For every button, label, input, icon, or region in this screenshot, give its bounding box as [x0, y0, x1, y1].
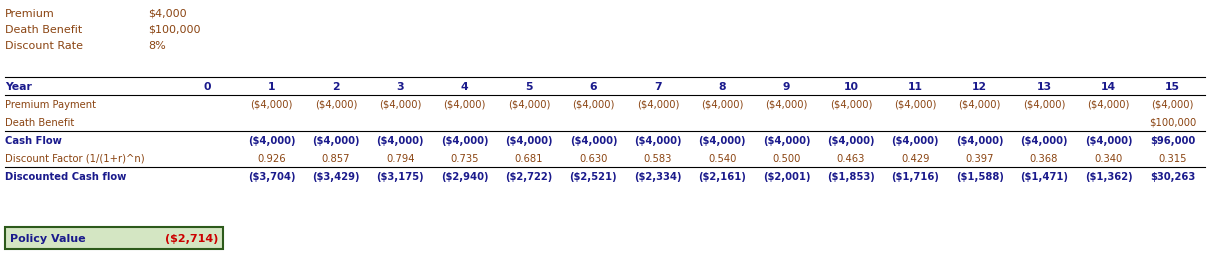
- Text: 0.368: 0.368: [1030, 153, 1058, 163]
- Text: ($4,000): ($4,000): [1020, 135, 1067, 146]
- Text: 0.794: 0.794: [386, 153, 415, 163]
- Text: ($3,429): ($3,429): [312, 171, 360, 181]
- Text: 1: 1: [268, 82, 275, 92]
- Text: $96,000: $96,000: [1150, 135, 1196, 146]
- Text: 0.857: 0.857: [321, 153, 351, 163]
- Text: Premium: Premium: [5, 9, 55, 19]
- Text: ($4,000): ($4,000): [250, 100, 292, 109]
- Text: Premium Payment: Premium Payment: [5, 100, 96, 109]
- Text: 2: 2: [332, 82, 340, 92]
- Text: ($4,000): ($4,000): [1084, 135, 1132, 146]
- Text: 6: 6: [590, 82, 597, 92]
- Text: ($2,334): ($2,334): [634, 171, 682, 181]
- Text: ($1,853): ($1,853): [827, 171, 875, 181]
- Text: ($4,000): ($4,000): [570, 135, 617, 146]
- Text: ($4,000): ($4,000): [1087, 100, 1129, 109]
- Text: ($4,000): ($4,000): [314, 100, 357, 109]
- Text: ($4,000): ($4,000): [442, 135, 489, 146]
- Text: ($4,000): ($4,000): [827, 135, 875, 146]
- Text: ($4,000): ($4,000): [1023, 100, 1065, 109]
- Text: 3: 3: [397, 82, 404, 92]
- Text: 14: 14: [1101, 82, 1116, 92]
- Text: 0.500: 0.500: [773, 153, 801, 163]
- Text: 12: 12: [972, 82, 987, 92]
- Text: 7: 7: [654, 82, 661, 92]
- Text: 0.926: 0.926: [257, 153, 286, 163]
- Text: ($4,000): ($4,000): [247, 135, 295, 146]
- Text: ($4,000): ($4,000): [956, 135, 1003, 146]
- Text: 13: 13: [1036, 82, 1052, 92]
- Text: 0.681: 0.681: [514, 153, 543, 163]
- Text: ($4,000): ($4,000): [634, 135, 682, 146]
- Text: ($4,000): ($4,000): [892, 135, 939, 146]
- Text: ($4,000): ($4,000): [830, 100, 872, 109]
- Text: 0.630: 0.630: [580, 153, 608, 163]
- Text: $4,000: $4,000: [148, 9, 187, 19]
- Text: Discount Rate: Discount Rate: [5, 41, 82, 51]
- Text: 0.315: 0.315: [1158, 153, 1188, 163]
- Text: ($2,722): ($2,722): [506, 171, 553, 181]
- Text: ($4,000): ($4,000): [958, 100, 1001, 109]
- Text: ($4,000): ($4,000): [312, 135, 360, 146]
- Text: $100,000: $100,000: [1149, 118, 1196, 128]
- Text: 0.397: 0.397: [966, 153, 993, 163]
- Text: Death Benefit: Death Benefit: [5, 25, 82, 35]
- Text: ($2,940): ($2,940): [442, 171, 489, 181]
- Text: 15: 15: [1166, 82, 1180, 92]
- Text: ($4,000): ($4,000): [508, 100, 551, 109]
- Text: 5: 5: [525, 82, 533, 92]
- Text: ($4,000): ($4,000): [506, 135, 553, 146]
- Text: ($4,000): ($4,000): [1151, 100, 1194, 109]
- Text: 9: 9: [782, 82, 791, 92]
- FancyBboxPatch shape: [5, 227, 223, 249]
- Text: 8: 8: [718, 82, 725, 92]
- Text: ($4,000): ($4,000): [573, 100, 615, 109]
- Text: ($2,161): ($2,161): [699, 171, 746, 181]
- Text: 10: 10: [843, 82, 859, 92]
- Text: ($1,716): ($1,716): [892, 171, 939, 181]
- Text: 0.340: 0.340: [1094, 153, 1122, 163]
- Text: 0.429: 0.429: [901, 153, 929, 163]
- Text: Policy Value: Policy Value: [10, 233, 86, 243]
- Text: 0: 0: [204, 82, 211, 92]
- Text: ($4,000): ($4,000): [637, 100, 679, 109]
- Text: ($2,521): ($2,521): [570, 171, 617, 181]
- Text: Discounted Cash flow: Discounted Cash flow: [5, 171, 126, 181]
- Text: 0.540: 0.540: [708, 153, 736, 163]
- Text: ($2,001): ($2,001): [763, 171, 810, 181]
- Text: ($1,471): ($1,471): [1020, 171, 1069, 181]
- Text: 0.583: 0.583: [644, 153, 672, 163]
- Text: ($4,000): ($4,000): [699, 135, 746, 146]
- Text: 0.463: 0.463: [837, 153, 865, 163]
- Text: 11: 11: [907, 82, 923, 92]
- Text: ($1,362): ($1,362): [1084, 171, 1132, 181]
- Text: Discount Factor (1/(1+r)^n): Discount Factor (1/(1+r)^n): [5, 153, 144, 163]
- Text: ($4,000): ($4,000): [765, 100, 808, 109]
- Text: Cash Flow: Cash Flow: [5, 135, 62, 146]
- Text: $30,263: $30,263: [1150, 171, 1196, 181]
- Text: $100,000: $100,000: [148, 25, 200, 35]
- Text: ($4,000): ($4,000): [894, 100, 936, 109]
- Text: 4: 4: [461, 82, 468, 92]
- Text: Death Benefit: Death Benefit: [5, 118, 74, 128]
- Text: 8%: 8%: [148, 41, 166, 51]
- Text: ($1,588): ($1,588): [956, 171, 1003, 181]
- Text: ($4,000): ($4,000): [376, 135, 425, 146]
- Text: ($4,000): ($4,000): [763, 135, 810, 146]
- Text: Year: Year: [5, 82, 32, 92]
- Text: 0.735: 0.735: [450, 153, 479, 163]
- Text: ($4,000): ($4,000): [701, 100, 744, 109]
- Text: ($3,704): ($3,704): [247, 171, 295, 181]
- Text: ($2,714): ($2,714): [165, 233, 218, 243]
- Text: ($4,000): ($4,000): [444, 100, 486, 109]
- Text: ($3,175): ($3,175): [376, 171, 425, 181]
- Text: ($4,000): ($4,000): [380, 100, 421, 109]
